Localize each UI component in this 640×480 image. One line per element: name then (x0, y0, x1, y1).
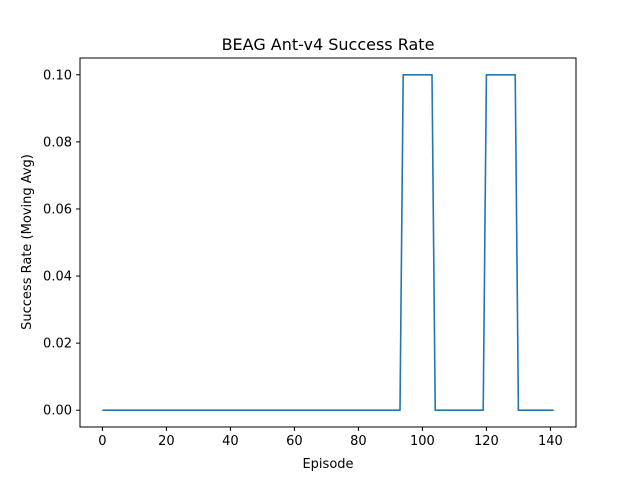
y-tick-label: 0.04 (43, 270, 72, 285)
x-tick-label: 120 (474, 434, 499, 449)
y-tick-label: 0.08 (43, 135, 72, 150)
plot-area: 0 20 40 60 80 100 120 140 0.00 0.02 0.04 0.06 0.08 0.… (43, 57, 577, 449)
plot-frame (79, 57, 577, 428)
chart-title: BEAG Ant-v4 Success Rate (222, 35, 435, 54)
y-tick-label: 0.02 (43, 337, 72, 352)
x-tick-label: 0 (98, 434, 106, 449)
y-axis-label: Success Rate (Moving Avg) (20, 154, 35, 330)
x-tick-label: 140 (538, 434, 563, 449)
series-line-0 (102, 73, 554, 412)
y-tick-label: 0.06 (43, 202, 72, 217)
x-tick-label: 40 (222, 434, 239, 449)
x-tick-label: 80 (350, 434, 367, 449)
x-tick-label: 60 (286, 434, 303, 449)
y-tick-label: 0.00 (43, 404, 72, 419)
x-tick-label: 20 (158, 434, 175, 449)
y-tick-label: 0.10 (43, 68, 72, 83)
x-axis-label: Episode (302, 457, 353, 472)
x-tick-label: 100 (410, 434, 435, 449)
